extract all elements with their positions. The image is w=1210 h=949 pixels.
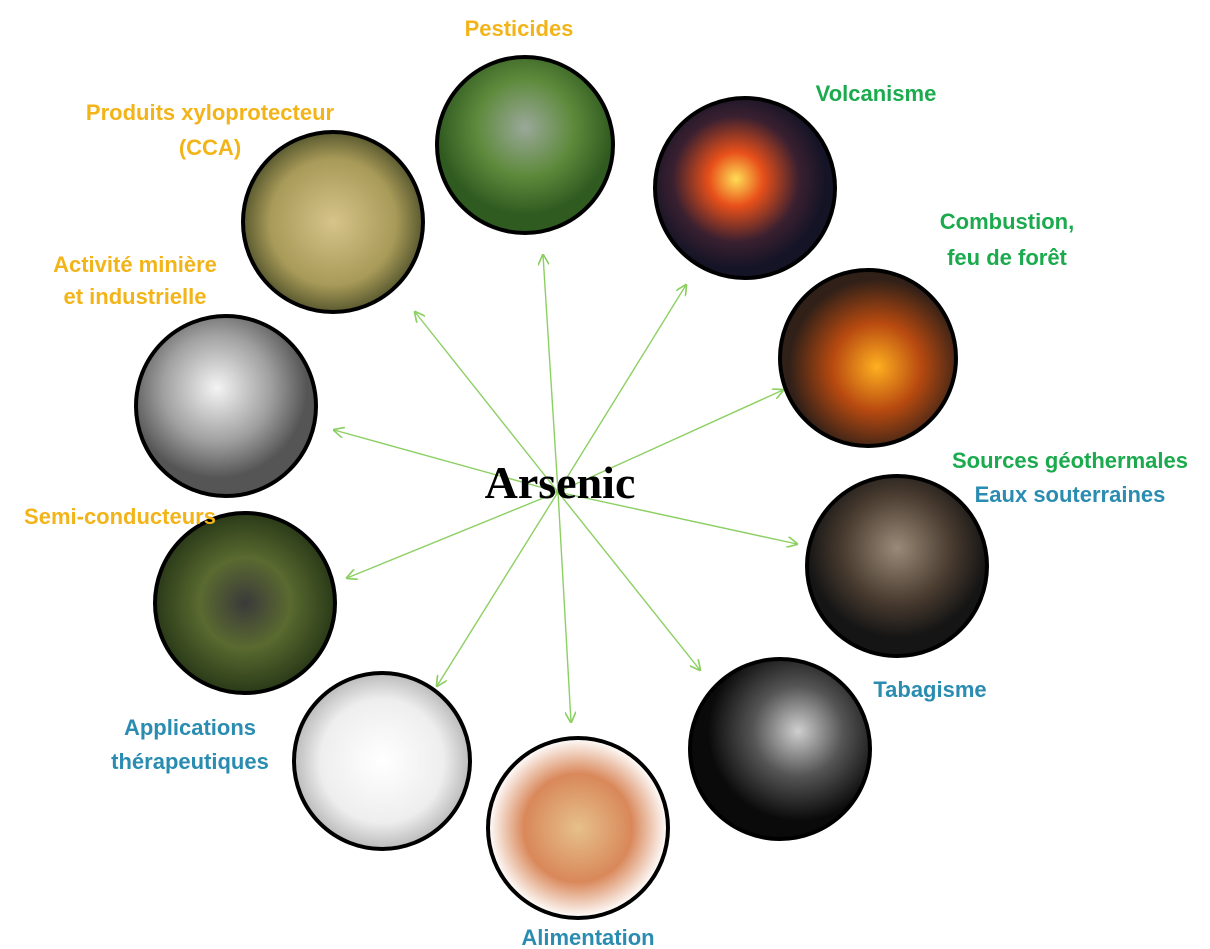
arrow: [558, 492, 571, 722]
image-circle: [780, 270, 956, 446]
arrow: [437, 492, 558, 686]
node-label: Activité minière: [53, 252, 217, 277]
image-circle: [294, 673, 470, 849]
image-circle: [437, 57, 613, 233]
image-circle: [655, 98, 835, 278]
node-label: Combustion,: [940, 209, 1074, 234]
node-label: Tabagisme: [873, 677, 986, 702]
diagram: Arsenic Pesticides Volcanisme Combustion, f…: [0, 0, 1210, 949]
image-circle: [690, 659, 870, 839]
node-label: Sources géothermales: [952, 448, 1188, 473]
node-label: (CCA): [179, 135, 241, 160]
node-label: et industrielle: [63, 284, 206, 309]
image-circle: [488, 738, 668, 918]
image-circle: [155, 513, 335, 693]
node-label: thérapeutiques: [111, 749, 269, 774]
node-label: Alimentation: [521, 925, 654, 949]
node-label: Semi-conducteurs: [24, 504, 216, 529]
node-label: Produits xyloprotecteur: [86, 100, 335, 125]
node-label: Volcanisme: [816, 81, 937, 106]
center-label: Arsenic: [485, 457, 636, 508]
node-label: Applications: [124, 715, 256, 740]
node-label: Eaux souterraines: [975, 482, 1166, 507]
node-label: Pesticides: [465, 16, 574, 41]
image-circle: [243, 132, 423, 312]
image-circle: [136, 316, 316, 496]
image-circle: [807, 476, 987, 656]
node-label: feu de forêt: [947, 245, 1067, 270]
